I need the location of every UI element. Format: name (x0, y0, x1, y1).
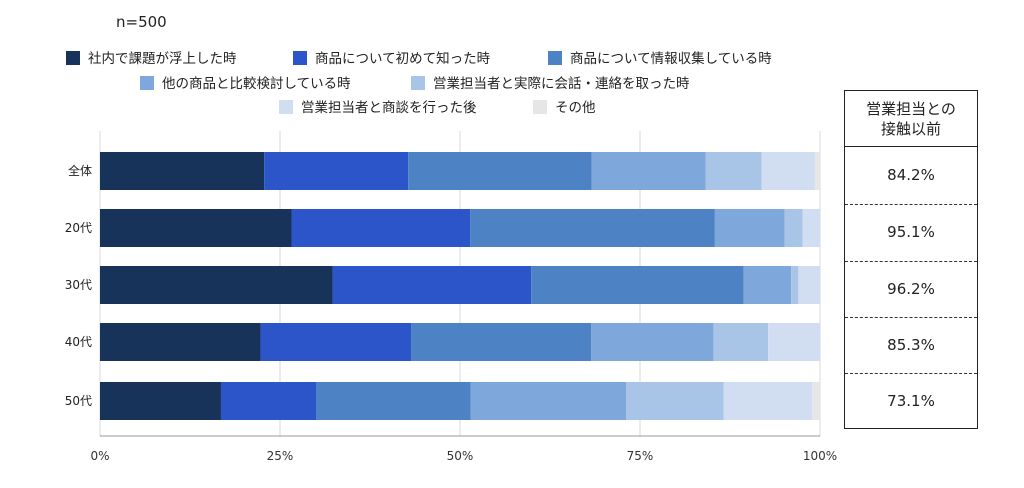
bar-segment (531, 266, 744, 304)
bar-segment (100, 323, 261, 361)
category-label: 40代 (65, 335, 92, 349)
x-tick-label: 25% (267, 449, 294, 463)
category-label: 50代 (65, 394, 92, 408)
legend-swatch (140, 76, 154, 90)
legend-swatch (293, 51, 307, 65)
bar-segment (100, 209, 292, 247)
bar-segment (264, 152, 409, 190)
legend-label: 社内で課題が浮上した時 (88, 51, 237, 67)
bar-segment (591, 323, 714, 361)
bar-segment (470, 382, 627, 420)
bar-segment (411, 323, 592, 361)
bar-segment (802, 209, 820, 247)
bar-segment (743, 266, 792, 304)
bar-segment (470, 209, 715, 247)
bar-segment (814, 152, 820, 190)
pre-contact-value: 96.2% (887, 280, 935, 298)
row-separator (845, 373, 977, 374)
legend-swatch (66, 51, 80, 65)
pre-contact-table-header: 営業担当との 接触以前 (845, 91, 977, 147)
bar-segment (812, 382, 820, 420)
pre-contact-value: 73.1% (887, 392, 935, 410)
bars (100, 152, 820, 420)
bar-segment (316, 382, 471, 420)
legend-swatch (411, 76, 425, 90)
x-tick-label: 100% (803, 449, 837, 463)
pre-contact-table: 営業担当との 接触以前 84.2% 95.1% 96.2% 85.3% 73.1% (844, 90, 978, 429)
sample-size-note: n=500 (116, 13, 167, 31)
bar-segment (713, 323, 769, 361)
row-separator (845, 261, 977, 262)
bar-segment (784, 209, 803, 247)
bar-segment (705, 152, 762, 190)
legend-label: 営業担当者と商談を行った後 (301, 100, 477, 116)
pre-contact-value: 85.3% (887, 336, 935, 354)
bar-segment (408, 152, 592, 190)
legend-label: 他の商品と比較検討している時 (162, 76, 351, 92)
row-separator (845, 317, 977, 318)
bar-segment (332, 266, 532, 304)
bar-segment (626, 382, 724, 420)
bar-segment (791, 266, 799, 304)
legend-swatch (279, 100, 293, 114)
pre-contact-value: 95.1% (887, 223, 935, 241)
legend-label: その他 (555, 100, 596, 116)
category-label: 20代 (65, 221, 92, 235)
bar-segment (100, 152, 265, 190)
category-labels: 全体 20代 30代 40代 50代 (65, 163, 92, 408)
bar-segment (100, 266, 333, 304)
row-separator (845, 204, 977, 205)
legend-label: 商品について初めて知った時 (315, 50, 491, 67)
legend: 社内で課題が浮上した時 商品について初めて知った時 商品について情報収集している時他… (66, 50, 772, 116)
bar-segment (714, 209, 785, 247)
bar-segment (761, 152, 815, 190)
bar-segment (768, 323, 820, 361)
bar-segment (291, 209, 471, 247)
header-line-1: 営業担当との (866, 99, 956, 118)
bar-segment (723, 382, 813, 420)
bar-segment (591, 152, 706, 190)
x-tick-label: 75% (627, 449, 654, 463)
x-tick-labels: 0% 25% 50% 75% 100% (90, 449, 837, 463)
bar-segment (798, 266, 820, 304)
legend-swatch (548, 51, 562, 65)
bar-segment (260, 323, 412, 361)
category-label: 全体 (68, 163, 92, 178)
pre-contact-value: 84.2% (887, 166, 935, 184)
legend-swatch (533, 100, 547, 114)
bar-segment (100, 382, 221, 420)
x-tick-label: 50% (447, 449, 474, 463)
legend-label: 商品について情報収集している時 (570, 51, 772, 67)
x-tick-label: 0% (90, 449, 109, 463)
header-line-2: 接触以前 (880, 119, 941, 138)
legend-label: 営業担当者と実際に会話・連絡を取った時 (433, 75, 690, 92)
bar-segment (220, 382, 316, 420)
category-label: 30代 (65, 278, 92, 292)
